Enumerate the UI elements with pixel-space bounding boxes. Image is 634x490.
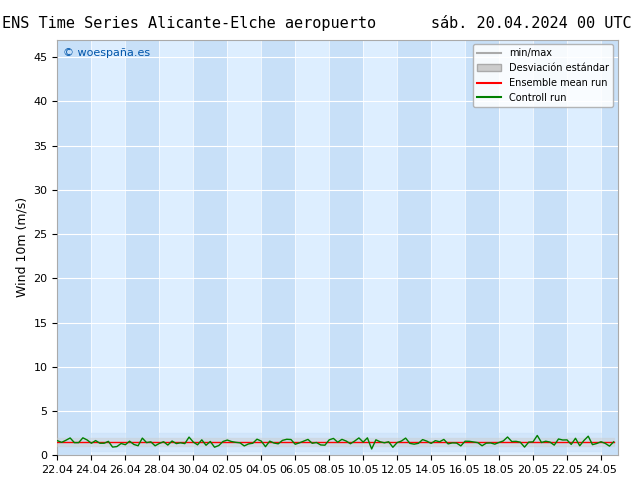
Bar <box>397 40 431 455</box>
Bar <box>193 40 227 455</box>
Bar <box>261 40 295 455</box>
Bar <box>126 40 159 455</box>
Bar <box>58 40 91 455</box>
Bar <box>465 40 499 455</box>
Bar <box>533 40 567 455</box>
Text: ENS Time Series Alicante-Elche aeropuerto      sáb. 20.04.2024 00 UTC: ENS Time Series Alicante-Elche aeropuert… <box>2 15 632 31</box>
Y-axis label: Wind 10m (m/s): Wind 10m (m/s) <box>15 197 28 297</box>
Bar <box>329 40 363 455</box>
Bar <box>601 40 634 455</box>
Legend: min/max, Desviación estándar, Ensemble mean run, Controll run: min/max, Desviación estándar, Ensemble m… <box>473 45 613 107</box>
Text: © woespaña.es: © woespaña.es <box>63 48 150 58</box>
